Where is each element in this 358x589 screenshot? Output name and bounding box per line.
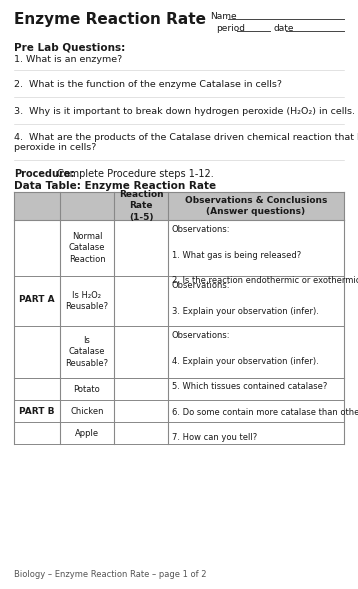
Text: Normal
Catalase
Reaction: Normal Catalase Reaction: [69, 233, 105, 264]
Text: Reaction
Rate
(1-5): Reaction Rate (1-5): [119, 190, 163, 221]
Text: peroxide in cells?: peroxide in cells?: [14, 143, 96, 152]
Text: Biology – Enzyme Reaction Rate – page 1 of 2: Biology – Enzyme Reaction Rate – page 1 …: [14, 570, 207, 579]
Text: Pre Lab Questions:: Pre Lab Questions:: [14, 43, 125, 53]
Text: Procedure:: Procedure:: [14, 169, 74, 179]
Text: Observations:

1. What gas is being released?

2. Is the reaction endothermic or: Observations: 1. What gas is being relea…: [172, 225, 358, 286]
Text: PART A: PART A: [19, 294, 55, 303]
Text: Name: Name: [210, 12, 237, 21]
Text: PART B: PART B: [19, 406, 55, 415]
Text: 2.  What is the function of the enzyme Catalase in cells?: 2. What is the function of the enzyme Ca…: [14, 80, 282, 89]
Text: 1. What is an enzyme?: 1. What is an enzyme?: [14, 55, 122, 64]
Text: Observations:

3. Explain your observation (infer).: Observations: 3. Explain your observatio…: [172, 281, 319, 316]
Text: Apple: Apple: [75, 429, 99, 438]
Text: 5. Which tissues contained catalase?

6. Do some contain more catalase than othe: 5. Which tissues contained catalase? 6. …: [172, 382, 358, 442]
Text: Is H₂O₂
Reusable?: Is H₂O₂ Reusable?: [66, 291, 108, 311]
Text: Is
Catalase
Reusable?: Is Catalase Reusable?: [66, 336, 108, 368]
Text: Potato: Potato: [74, 385, 100, 393]
Text: 4.  What are the products of the Catalase driven chemical reaction that breaks d: 4. What are the products of the Catalase…: [14, 133, 358, 142]
Text: Observations:

4. Explain your observation (infer).: Observations: 4. Explain your observatio…: [172, 331, 319, 366]
Text: Data Table: Enzyme Reaction Rate: Data Table: Enzyme Reaction Rate: [14, 181, 216, 191]
Bar: [14, 192, 344, 220]
Text: Enzyme Reaction Rate: Enzyme Reaction Rate: [14, 12, 206, 27]
Text: Complete Procedure steps 1-12.: Complete Procedure steps 1-12.: [57, 169, 214, 179]
Text: 3.  Why is it important to break down hydrogen peroxide (H₂O₂) in cells.: 3. Why is it important to break down hyd…: [14, 107, 355, 116]
Text: date: date: [273, 24, 294, 33]
Text: period: period: [216, 24, 245, 33]
Text: Observations & Conclusions
(Answer questions): Observations & Conclusions (Answer quest…: [185, 196, 327, 216]
Text: Chicken: Chicken: [70, 406, 104, 415]
